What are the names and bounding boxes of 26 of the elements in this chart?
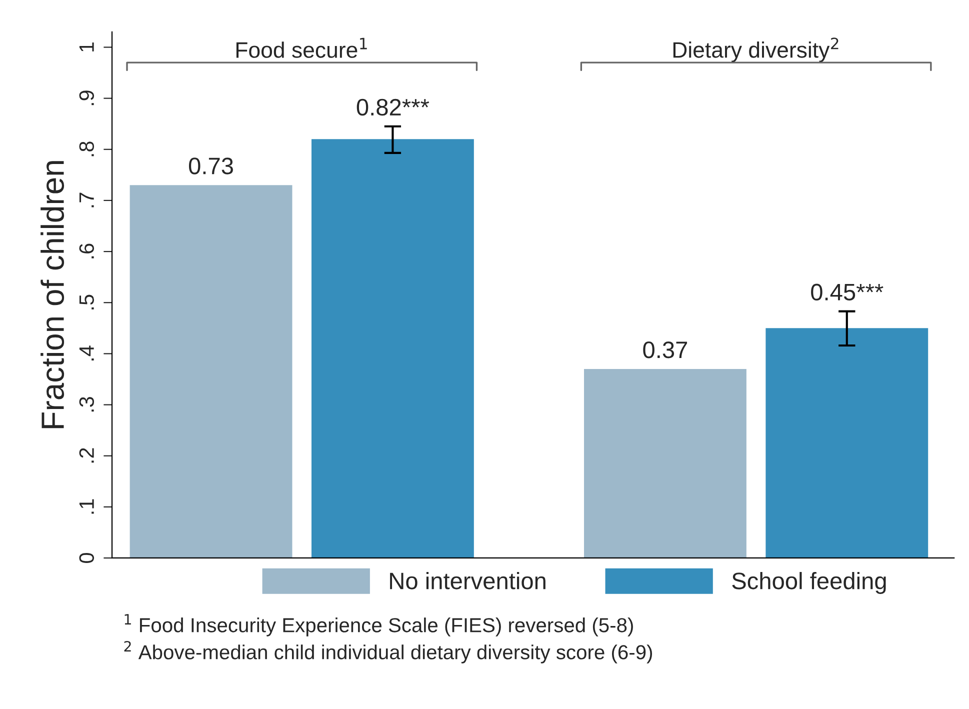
bar bbox=[584, 369, 746, 558]
data-label: 0.45*** bbox=[811, 284, 884, 300]
y-tick-label: .3 bbox=[79, 396, 94, 412]
y-axis-title: Fraction of children bbox=[40, 161, 64, 428]
legend-label: No intervention bbox=[390, 572, 546, 590]
y-tick-label: .5 bbox=[79, 294, 94, 310]
y-tick-label: .2 bbox=[79, 448, 94, 463]
y-tick-label: 1 bbox=[79, 42, 94, 52]
data-label: 0.82*** bbox=[356, 98, 430, 116]
y-tick-label: .9 bbox=[79, 90, 94, 106]
y-tick-label: .1 bbox=[79, 499, 94, 514]
text: $^{2}$ Above-median child individual dietary diversity score (6-9) bbox=[124, 641, 652, 664]
bar bbox=[311, 139, 474, 558]
y-tick-label: .8 bbox=[79, 142, 94, 156]
y-tick-label: 0 bbox=[79, 553, 94, 563]
bar bbox=[766, 328, 928, 558]
y-tick-label: .4 bbox=[79, 346, 94, 360]
data-label: 0.37 bbox=[643, 341, 688, 358]
x-tick-label: Food secure$^{1}$ bbox=[236, 38, 367, 58]
x-tick-label: Dietary diversity$^{2}$ bbox=[673, 38, 838, 62]
legend-label: School feeding bbox=[732, 572, 886, 594]
bar bbox=[130, 185, 292, 558]
y-tick-label: .6 bbox=[79, 244, 94, 258]
text: $^{1}$ Food Insecurity Experience Scale (FIES) reversed (5-8) bbox=[124, 614, 633, 636]
data-label: 0.73 bbox=[188, 158, 233, 174]
y-tick-label: .7 bbox=[79, 192, 94, 208]
